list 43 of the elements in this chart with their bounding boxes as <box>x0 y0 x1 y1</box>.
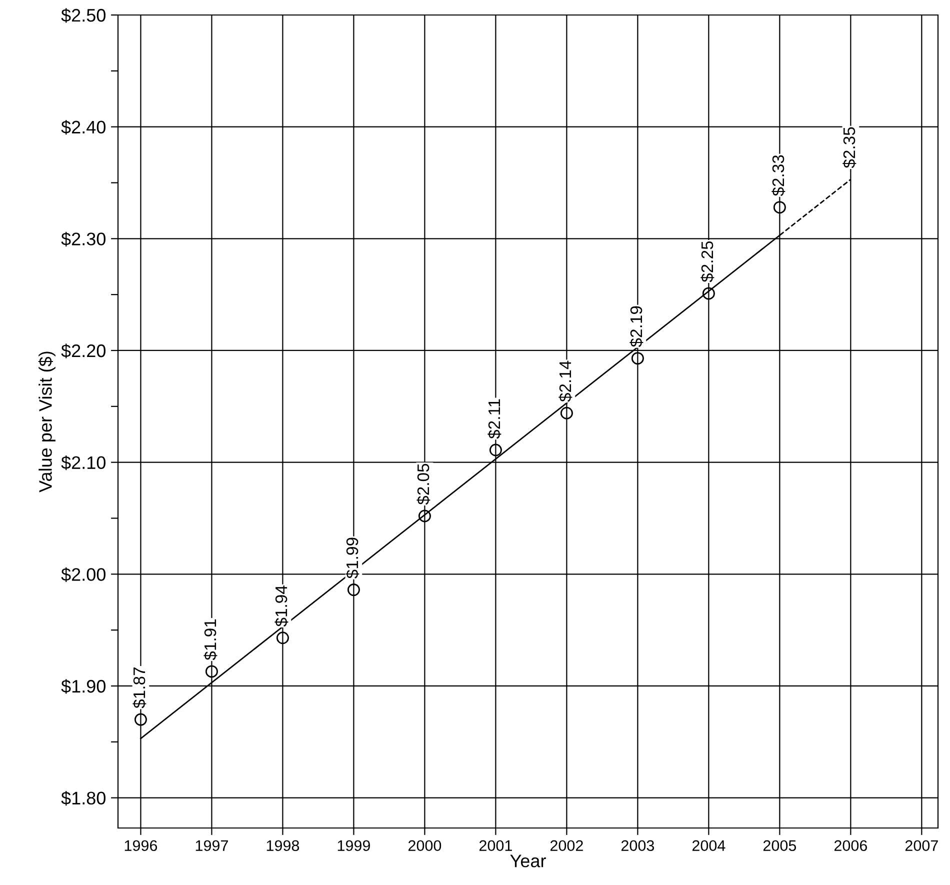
y-tick-label: $2.40 <box>61 120 106 135</box>
data-label: $1.99 <box>346 538 360 579</box>
x-tick-label: 2000 <box>408 840 442 852</box>
y-tick-label: $2.10 <box>61 455 106 470</box>
point <box>773 201 786 214</box>
data-label: $1.91 <box>204 619 218 660</box>
x-axis-title: Year <box>510 854 546 868</box>
data-label: $2.35 <box>842 127 856 168</box>
data-label: $1.94 <box>274 586 288 627</box>
x-tick-label: 2002 <box>550 840 583 852</box>
x-tick-label: 1998 <box>266 840 300 852</box>
point <box>205 665 218 678</box>
y-tick-label: $2.50 <box>61 8 106 23</box>
data-label: $1.87 <box>132 668 146 708</box>
x-tick-label: 2007 <box>905 840 938 852</box>
x-tick-label: 1999 <box>338 840 370 852</box>
x-tick-label: 2005 <box>763 840 796 852</box>
point <box>134 713 147 726</box>
point <box>560 406 573 420</box>
point <box>631 352 644 365</box>
data-label: $2.33 <box>772 155 786 196</box>
point <box>702 287 715 300</box>
y-tick-label: $2.30 <box>61 232 106 246</box>
y-axis-title: Value per Visit ($) <box>38 352 56 492</box>
point <box>418 510 431 522</box>
x-tick-label: 2004 <box>692 840 726 852</box>
point <box>276 632 289 644</box>
y-tick-label: $1.80 <box>61 790 106 806</box>
x-tick-label: 2001 <box>479 840 512 852</box>
data-label: $2.05 <box>416 464 430 505</box>
point <box>489 444 502 456</box>
x-tick-label: 2003 <box>621 840 654 852</box>
y-tick-label: $2.20 <box>61 344 106 358</box>
x-tick-label: 1996 <box>124 840 158 852</box>
x-tick-label: 1997 <box>196 840 228 852</box>
data-label: $2.25 <box>700 241 714 282</box>
point <box>347 584 360 596</box>
data-label: $2.19 <box>630 306 644 348</box>
y-tick-label: $2.00 <box>61 567 106 582</box>
data-label: $2.11 <box>488 399 502 439</box>
data-label: $2.14 <box>558 360 572 402</box>
y-tick-label: $1.90 <box>61 679 106 694</box>
x-tick-label: 2006 <box>834 840 867 852</box>
